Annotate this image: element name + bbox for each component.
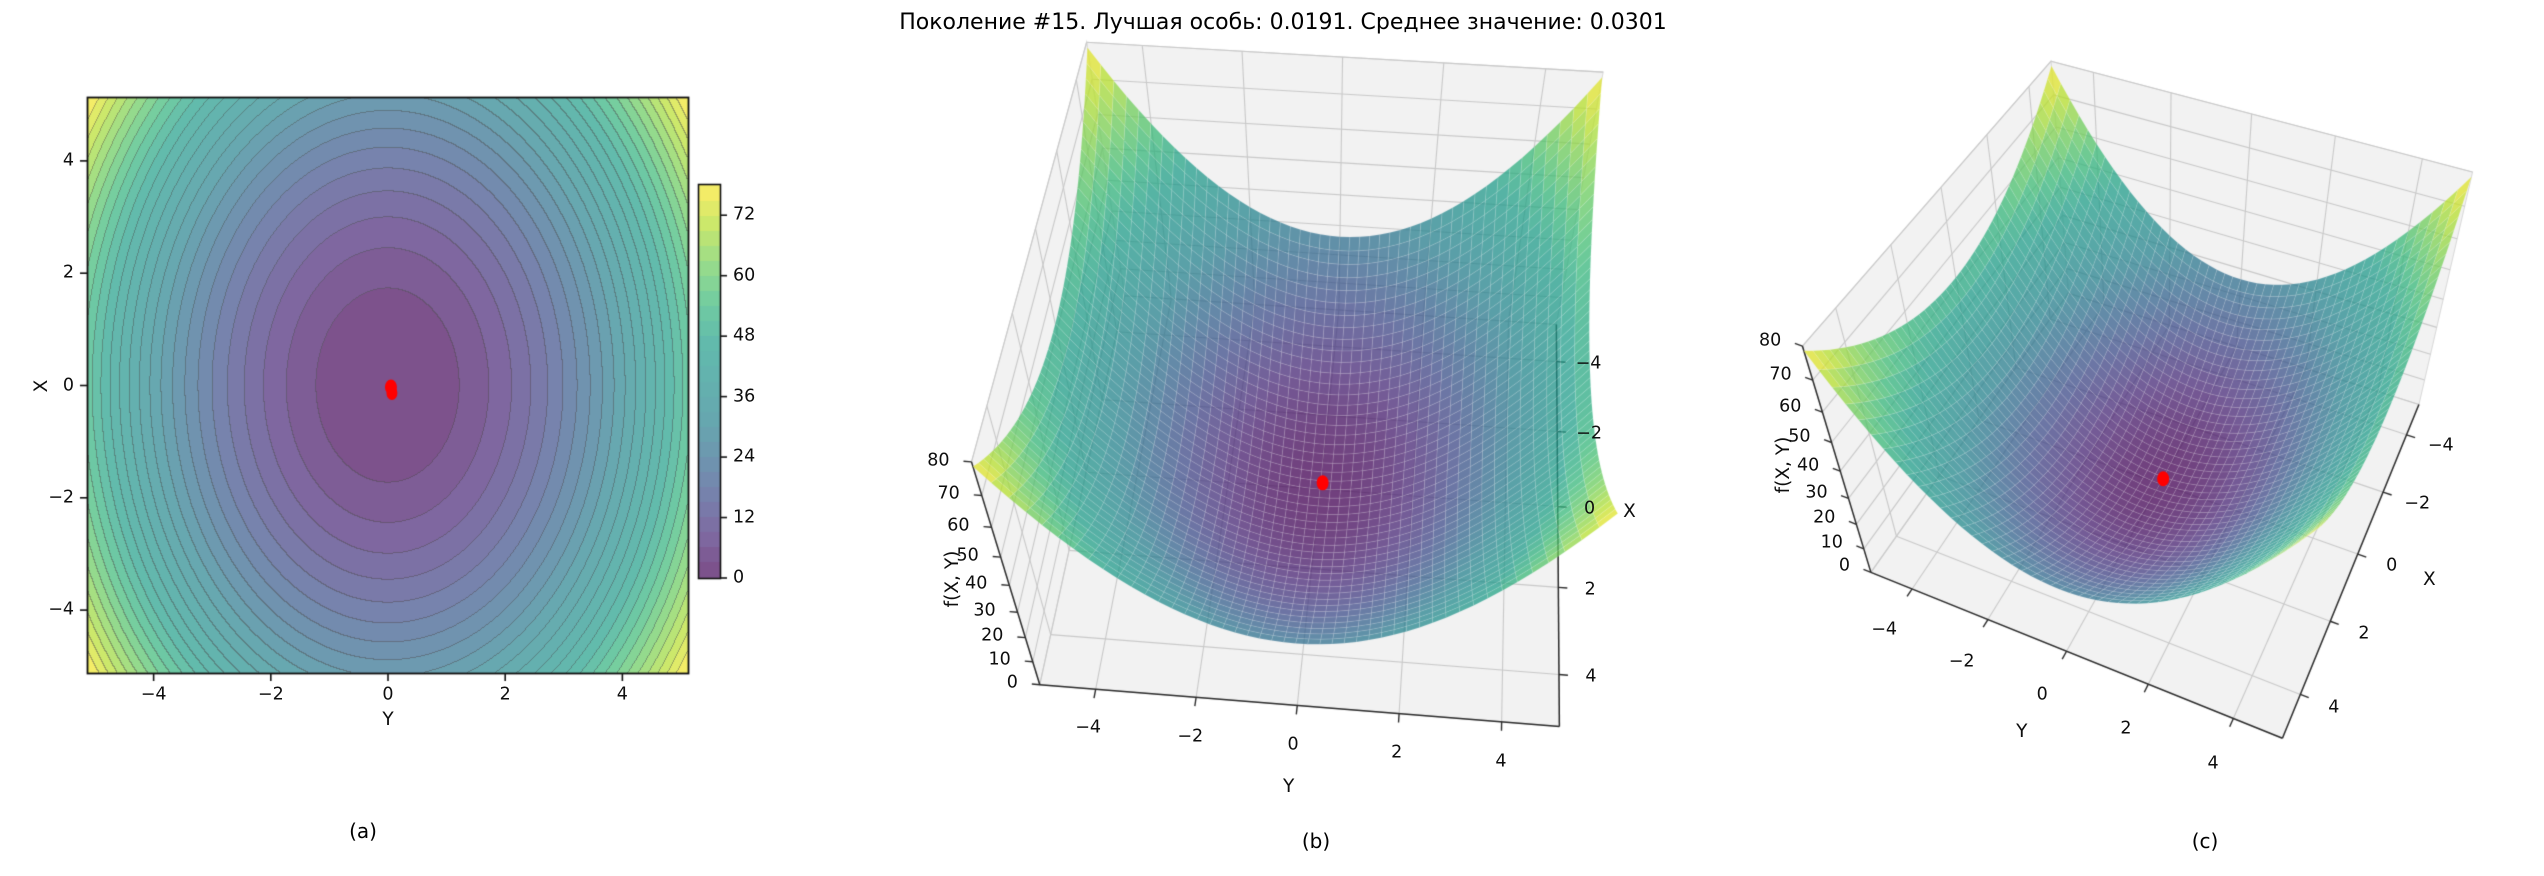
subplot-a-xtick-label: 2: [499, 684, 511, 705]
subplot-a-yaxis-label: X: [30, 379, 52, 392]
subplot-b-ztick-label: 30: [973, 600, 996, 621]
subplot-b-xtick-label: −4: [1575, 352, 1602, 373]
subplot-b-yaxis-label: Y: [1283, 775, 1295, 797]
subplot-c-ztick-label: 10: [1820, 532, 1843, 553]
subplot-c-ytick-label: −2: [1948, 651, 1975, 672]
subplot-c-ztick-label: 0: [1838, 555, 1851, 576]
subplot-b-ztick-label: 0: [1006, 672, 1018, 693]
colorbar-tick-label: 72: [733, 204, 756, 225]
colorbar-tick-label: 0: [733, 567, 745, 588]
subplot-c-caption: (c): [2191, 829, 2219, 853]
subplot-c-xtick-label: 2: [2358, 623, 2370, 644]
subplot-b-xtick-label: 4: [1585, 666, 1597, 687]
subplot-c-ytick-label: 2: [2120, 718, 2132, 739]
subplot-a-ytick-label: 0: [62, 374, 74, 395]
subplot-c-xtick-label: −4: [2427, 435, 2454, 456]
subplot-b-ytick-label: −2: [1177, 726, 1204, 747]
subplot-c-xtick-label: 0: [2386, 555, 2398, 576]
subplot-c-xaxis-label: X: [2423, 568, 2436, 590]
figure-title: Поколение #15. Лучшая особь: 0.0191. Сре…: [899, 10, 1667, 35]
colorbar-tick-label: 36: [733, 385, 756, 406]
subplot-b-caption: (b): [1301, 829, 1331, 853]
subplot-c-zaxis-label: f(X, Y): [1773, 436, 1795, 494]
subplot-a-xtick-label: −2: [257, 684, 284, 705]
subplot-c-yaxis-label: Y: [2016, 720, 2028, 742]
subplot-c-ztick-label: 30: [1805, 481, 1828, 502]
subplot-b-ytick-label: 2: [1391, 742, 1403, 763]
subplot-c-ztick-label: 50: [1788, 426, 1811, 447]
subplot-a-ytick-label: 2: [62, 262, 74, 283]
subplot-c-ytick-label: −4: [1871, 619, 1898, 640]
subplot-c-ytick-label: 4: [2207, 753, 2219, 774]
colorbar-tick-label: 12: [733, 506, 756, 527]
subplot-b-xtick-label: −2: [1576, 423, 1602, 443]
subplot-c-ztick-label: 80: [1759, 330, 1782, 351]
subplot-a-ytick-label: −4: [48, 599, 74, 620]
subplot-c-ztick-label: 40: [1797, 454, 1820, 475]
subplot-a-ytick-label: 4: [62, 150, 74, 171]
subplot-b-xtick-label: 0: [1584, 498, 1596, 519]
subplot-b-ztick-label: 80: [927, 449, 950, 470]
subplot-a-xtick-label: 4: [616, 684, 628, 705]
subplot-c-ztick-label: 70: [1769, 363, 1792, 384]
subplot-b-zaxis-label: f(X, Y): [942, 551, 964, 608]
subplot-a-caption: (a): [349, 819, 377, 843]
subplot-b-ytick-label: −4: [1075, 717, 1102, 738]
colorbar-tick-label: 24: [733, 446, 756, 467]
subplot-b-xtick-label: 2: [1584, 579, 1596, 599]
subplot-c-xtick-label: −2: [2404, 492, 2431, 513]
subplot-b-ytick-label: 4: [1495, 751, 1507, 771]
subplot-b-ztick-label: 60: [947, 515, 970, 536]
subplot-a-xtick-label: −4: [140, 684, 167, 705]
subplot-c-ztick-label: 20: [1813, 507, 1836, 528]
subplot-b-ztick-label: 50: [956, 545, 979, 566]
subplot-b-ytick-label: 0: [1287, 734, 1299, 755]
subplot-b-ztick-label: 10: [988, 649, 1011, 670]
subplot-c-ztick-label: 60: [1779, 395, 1802, 416]
subplot-b-xaxis-label: X: [1623, 500, 1636, 522]
subplot-b-ztick-label: 20: [981, 625, 1004, 646]
subplot-b-ztick-label: 70: [937, 483, 960, 504]
subplot-a-xtick-label: 0: [382, 684, 394, 705]
colorbar-tick-label: 60: [733, 264, 756, 285]
subplot-a-xaxis-label: Y: [382, 708, 394, 730]
subplot-b-ztick-label: 40: [965, 573, 988, 594]
subplot-c-xtick-label: 4: [2328, 696, 2340, 717]
subplot-c-ytick-label: 0: [2036, 684, 2048, 705]
colorbar-tick-label: 48: [733, 325, 756, 346]
subplot-a-ytick-label: −2: [48, 487, 74, 508]
